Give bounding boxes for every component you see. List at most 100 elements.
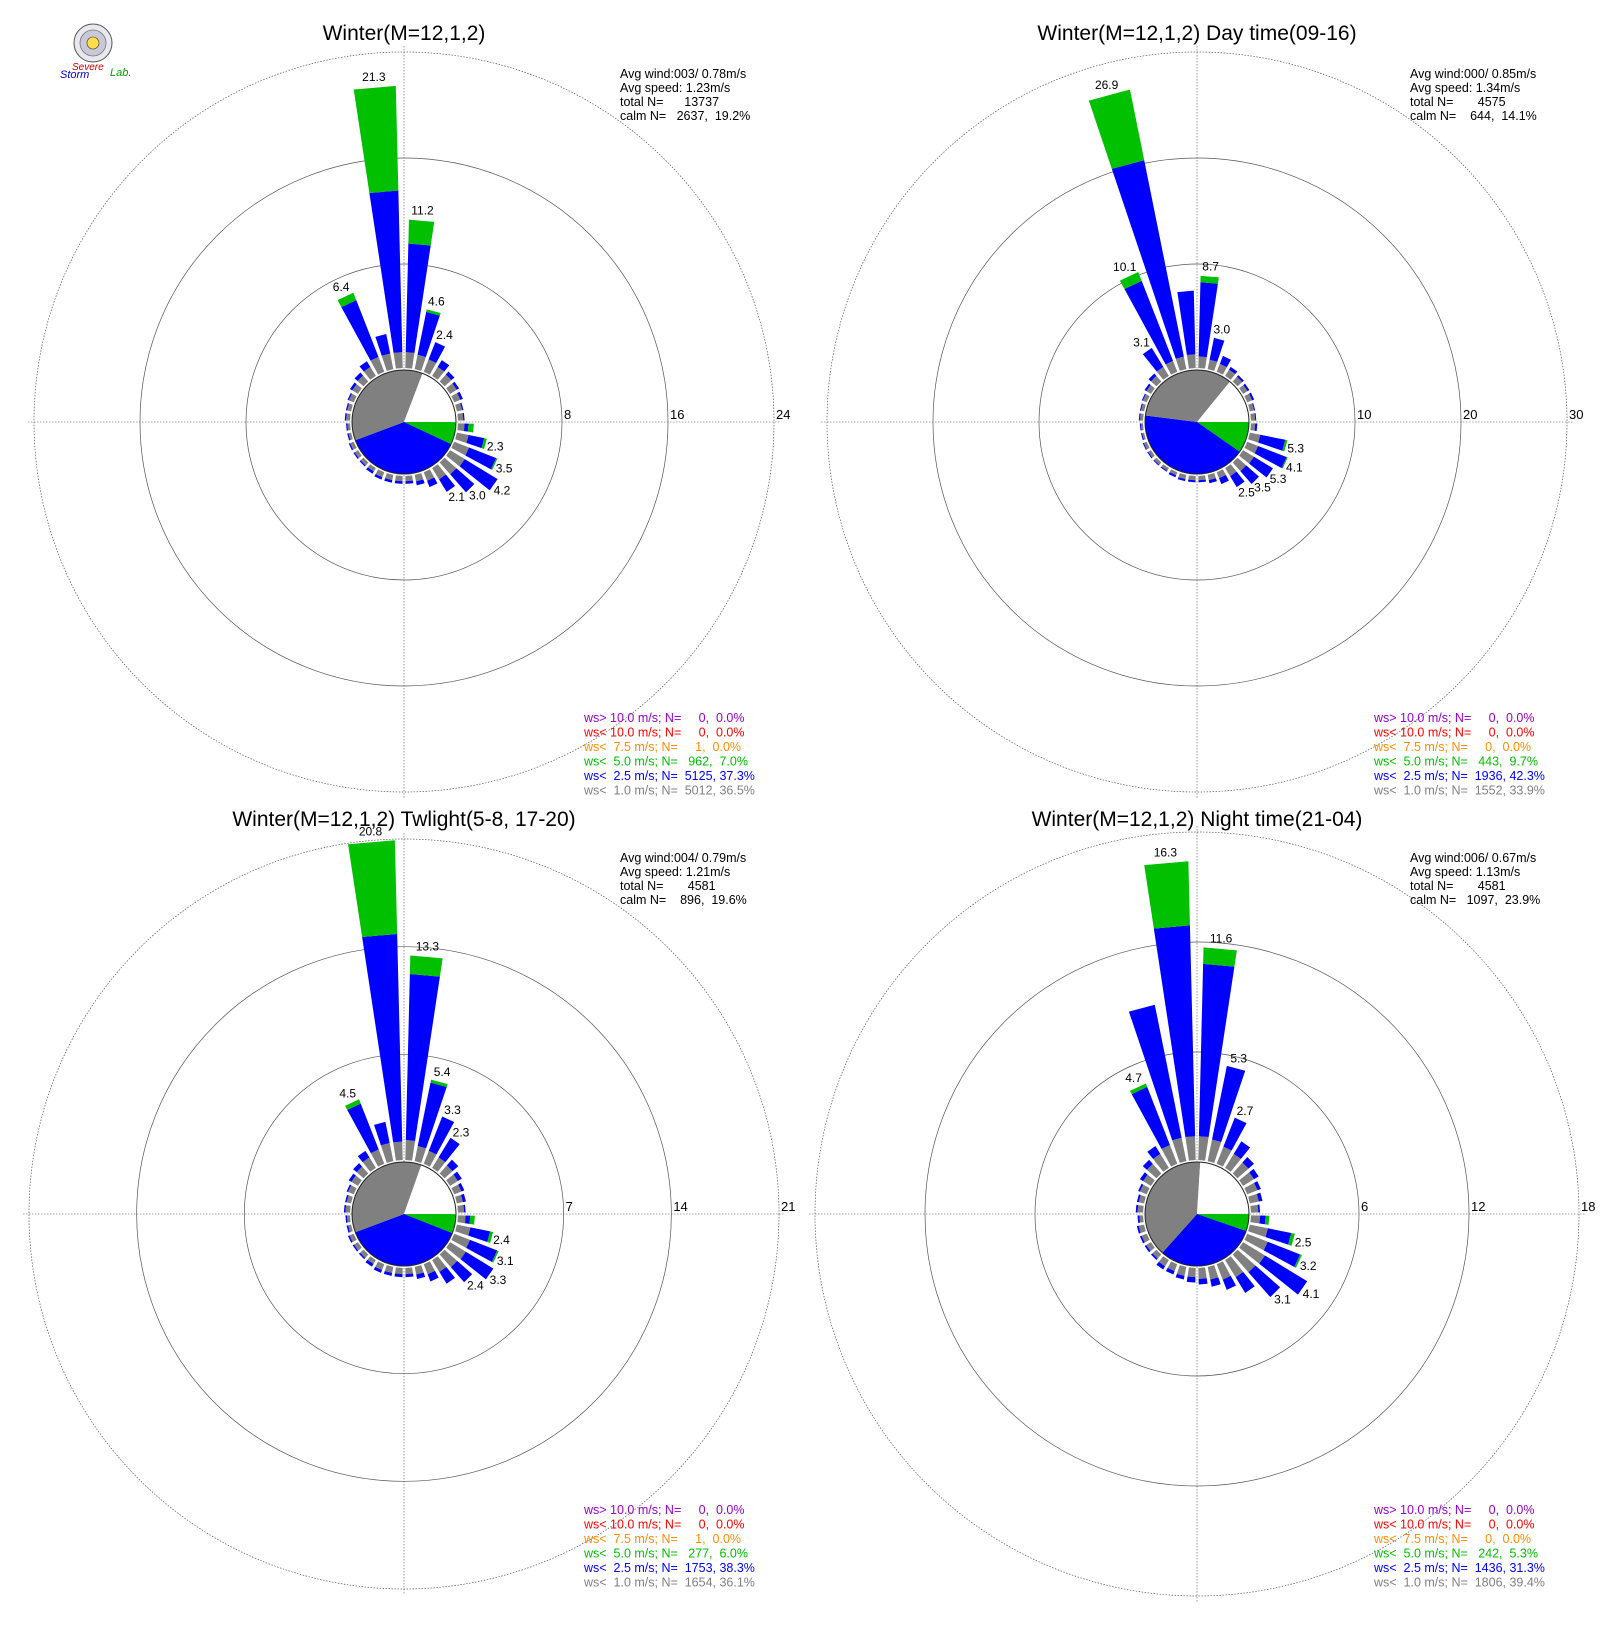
bar-data-label: 4.5 — [339, 1086, 356, 1100]
bar-segment — [1210, 1277, 1221, 1287]
ring-label: 20 — [1463, 407, 1477, 422]
sector-bar — [1141, 393, 1150, 403]
sector-bar — [1225, 464, 1245, 488]
sector-bar — [432, 360, 450, 380]
bar-segment — [465, 447, 497, 470]
bar-segment — [426, 309, 441, 316]
sector-bar — [1248, 432, 1288, 452]
bar-segment — [1160, 466, 1168, 472]
pie-outline — [351, 369, 457, 475]
bar-segment — [1281, 457, 1288, 469]
bar-segment — [1230, 471, 1245, 488]
bar-segment — [394, 480, 403, 484]
bar-segment — [356, 1166, 369, 1179]
sector-bar — [1207, 473, 1217, 484]
ring-label: 12 — [1471, 1199, 1485, 1214]
bar-segment — [374, 474, 383, 480]
pie-slice-c5 — [404, 422, 456, 445]
bar-segment — [352, 1244, 359, 1252]
bar-segment — [1198, 356, 1207, 369]
bar-segment — [416, 1272, 426, 1279]
bar-segment — [1139, 1235, 1145, 1244]
wind-rose-panel-4: 6 12 18 16.3 11.6 4.7 5.3 2.7 2.5 3.2 4.1 3.1 Winter… — [809, 808, 1595, 1602]
sector-bar — [345, 1215, 351, 1223]
bar-segment — [360, 1249, 369, 1258]
bar-data-label: 3.3 — [444, 1103, 461, 1117]
bar-segment — [345, 1205, 351, 1213]
bar-segment — [1146, 1242, 1155, 1252]
pie-slice-c1 — [352, 1162, 422, 1233]
bar-segment — [357, 1150, 370, 1163]
bar-segment — [1257, 1204, 1261, 1213]
bar-segment — [345, 1215, 348, 1223]
bar-data-label: 3.3 — [490, 1273, 507, 1287]
bar-segment — [414, 1145, 427, 1163]
bar-segment — [491, 1250, 499, 1263]
sector-bar — [1198, 947, 1237, 1161]
bar-segment — [357, 375, 369, 387]
sector-bar — [347, 432, 353, 441]
bar-segment — [1119, 272, 1142, 289]
sector-bar — [423, 342, 446, 375]
bar-segment — [1254, 413, 1257, 421]
bar-segment — [1219, 355, 1231, 368]
bar-segment — [359, 361, 371, 372]
legend-entry: ws< 7.5 m/s; N= 0, 0.0% — [1373, 1532, 1531, 1546]
bar-segment — [1158, 1256, 1169, 1267]
bar-segment — [466, 435, 485, 449]
bar-segment — [1176, 1265, 1187, 1276]
bar-segment — [1248, 1224, 1268, 1238]
sector-bar — [1239, 1242, 1308, 1295]
bar-segment — [1294, 1254, 1302, 1268]
bar-segment — [1239, 1242, 1265, 1264]
sector-bar — [1239, 1168, 1259, 1186]
bar-segment — [1282, 439, 1288, 452]
bar-segment — [362, 1157, 376, 1172]
bar-segment — [1209, 337, 1225, 362]
bar-segment — [375, 1261, 385, 1271]
bar-segment — [1141, 1233, 1150, 1243]
stats-line: Avg wind:000/ 0.85m/s — [1410, 67, 1536, 81]
bar-segment — [346, 423, 348, 431]
sector-bar — [1139, 423, 1144, 431]
sector-bar — [1119, 272, 1178, 375]
stats-line: calm N= 2637, 19.2% — [620, 109, 750, 123]
bar-segment — [1225, 1256, 1244, 1278]
sector-bar — [1232, 1249, 1281, 1298]
legend-entry: ws< 1.0 m/s; N= 5012, 36.5% — [583, 784, 755, 798]
stats-line: total N= 13737 — [620, 95, 719, 109]
bar-segment — [415, 479, 425, 486]
bar-segment — [1139, 1184, 1150, 1195]
bar-segment — [345, 403, 350, 411]
bar-segment — [1139, 413, 1144, 421]
sector-bar — [346, 1224, 353, 1233]
sector-bar — [1140, 432, 1146, 441]
bar-segment — [1142, 347, 1164, 372]
stats-line: calm N= 644, 14.1% — [1410, 109, 1537, 123]
bar-segment — [428, 1116, 455, 1155]
bar-segment — [1150, 375, 1162, 387]
bar-segment — [1135, 1204, 1139, 1213]
legend-entry: ws< 5.0 m/s; N= 242, 5.3% — [1373, 1547, 1538, 1561]
bar-segment — [1198, 1267, 1207, 1279]
bar-segment — [395, 475, 403, 482]
pie-slice-c1 — [351, 369, 423, 441]
bar-segment — [1239, 385, 1248, 394]
ring-label: 8 — [564, 407, 571, 422]
sector-bar — [1198, 275, 1219, 369]
sector-bar — [1187, 475, 1196, 483]
bar-segment — [370, 356, 385, 375]
stats-line: Avg speed: 1.21m/s — [620, 865, 730, 879]
bar-segment — [450, 468, 475, 493]
sector-bar — [345, 1194, 353, 1204]
bar-segment — [1143, 441, 1150, 450]
bar-segment — [1175, 1273, 1185, 1280]
bar-segment — [381, 353, 394, 371]
bar-data-label: 2.5 — [1238, 486, 1255, 500]
sector-bar — [1147, 1146, 1169, 1172]
bar-segment — [1188, 475, 1196, 481]
bar-segment — [1244, 441, 1259, 454]
bar-segment — [439, 457, 457, 475]
sector-bar — [353, 450, 362, 459]
